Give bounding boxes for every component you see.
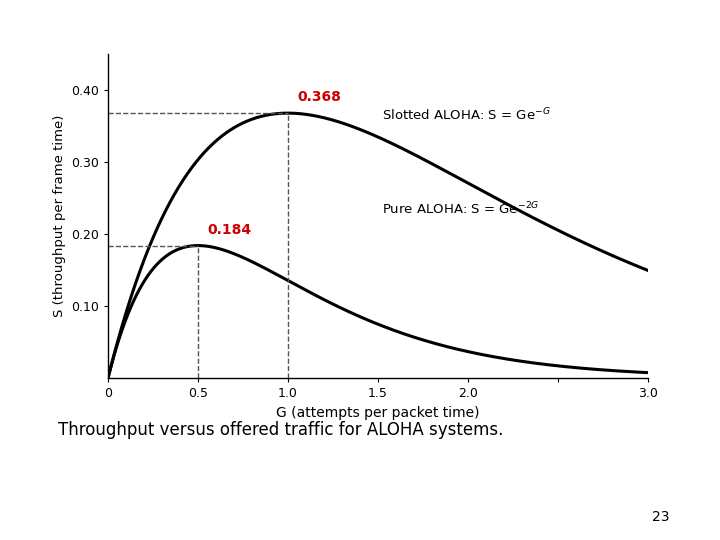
Y-axis label: S (throughput per frame time): S (throughput per frame time) — [53, 115, 66, 317]
X-axis label: G (attempts per packet time): G (attempts per packet time) — [276, 406, 480, 420]
Text: Slotted ALOHA: S = Ge$^{-G}$: Slotted ALOHA: S = Ge$^{-G}$ — [382, 107, 551, 124]
Text: Pure ALOHA: S = Ge$^{-2G}$: Pure ALOHA: S = Ge$^{-2G}$ — [382, 200, 539, 217]
Text: 23: 23 — [652, 510, 670, 524]
Text: 0.368: 0.368 — [297, 90, 341, 104]
Text: Throughput versus offered traffic for ALOHA systems.: Throughput versus offered traffic for AL… — [58, 421, 503, 439]
Text: 0.184: 0.184 — [207, 223, 251, 237]
